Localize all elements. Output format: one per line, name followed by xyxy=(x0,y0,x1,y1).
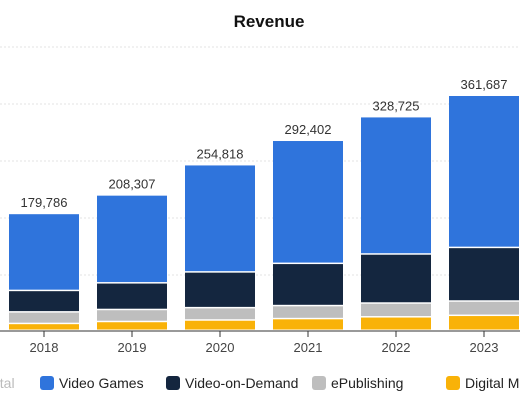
chart-title: Revenue xyxy=(234,12,305,31)
x-tick-label: 2022 xyxy=(382,340,411,355)
total-label: 328,725 xyxy=(373,98,420,113)
bar-segment xyxy=(97,283,167,309)
total-label: 361,687 xyxy=(461,77,508,92)
x-tick-label: 2019 xyxy=(118,340,147,355)
bars xyxy=(9,96,519,330)
bar-segment xyxy=(9,214,79,290)
bar-segment xyxy=(273,319,343,330)
bar-segment xyxy=(361,254,431,303)
bar-segment xyxy=(97,322,167,330)
bar-segment xyxy=(449,316,519,330)
bar-segment xyxy=(273,306,343,318)
x-tick-label: 2023 xyxy=(470,340,499,355)
x-tick-label: 2021 xyxy=(294,340,323,355)
legend: otal Video Games Video-on-Demand ePublishin… xyxy=(0,375,519,391)
bar-segment xyxy=(9,324,79,330)
bar-segment xyxy=(449,301,519,315)
legend-label: ePublishing xyxy=(331,375,403,391)
legend-swatch xyxy=(312,376,326,390)
legend-swatch xyxy=(166,376,180,390)
legend-label: Video-on-Demand xyxy=(185,375,298,391)
legend-label: Video Games xyxy=(59,375,144,391)
bar-segment xyxy=(97,195,167,283)
bar-segment xyxy=(273,141,343,263)
bar-segment xyxy=(361,303,431,317)
total-label: 179,786 xyxy=(21,195,68,210)
bar-segment xyxy=(449,248,519,301)
gridlines xyxy=(0,46,520,332)
bar-segment xyxy=(9,291,79,312)
bar-segment xyxy=(273,264,343,305)
legend-swatch xyxy=(40,376,54,390)
total-label: 292,402 xyxy=(285,122,332,137)
bar-segment xyxy=(9,312,79,323)
bar-segment xyxy=(97,310,167,321)
legend-swatch xyxy=(446,376,460,390)
x-tick-label: 2018 xyxy=(30,340,59,355)
bar-segment xyxy=(185,165,255,272)
x-axis-ticks: 2018 2019 2020 2021 2022 2023 xyxy=(30,331,499,355)
bar-segment xyxy=(185,272,255,307)
legend-label: otal xyxy=(0,375,15,391)
total-label: 254,818 xyxy=(197,146,244,161)
bar-segment xyxy=(185,308,255,320)
bar-segment xyxy=(185,320,255,330)
bar-segment xyxy=(361,117,431,254)
bar-segment xyxy=(449,96,519,247)
total-labels: 179,786 208,307 254,818 292,402 328,725 361,6… xyxy=(21,77,508,210)
total-label: 208,307 xyxy=(109,177,156,192)
legend-label: Digital M xyxy=(465,375,519,391)
x-tick-label: 2020 xyxy=(206,340,235,355)
bar-segment xyxy=(361,317,431,330)
